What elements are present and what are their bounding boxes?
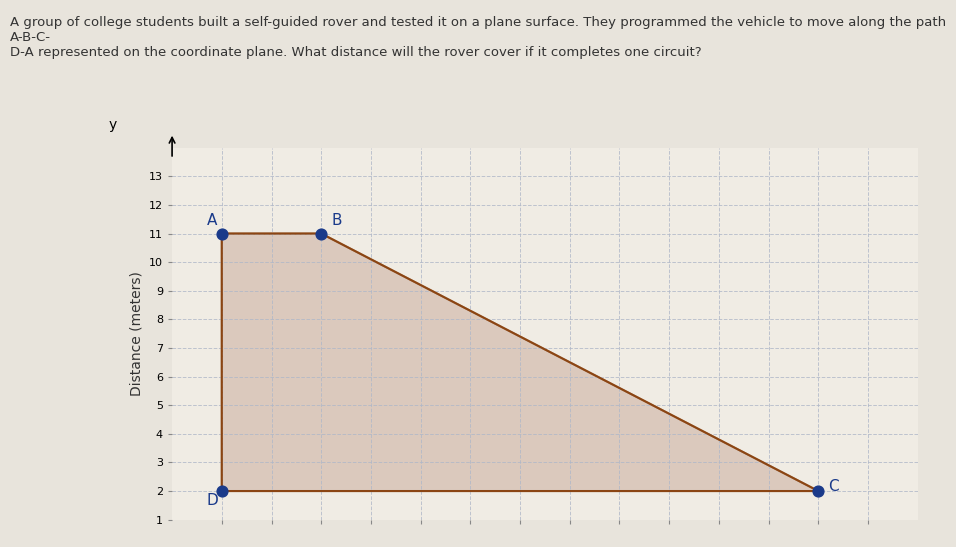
Text: A: A — [206, 213, 217, 228]
Text: y: y — [109, 118, 117, 132]
Point — [811, 487, 826, 496]
Point — [214, 487, 229, 496]
Text: A group of college students built a self-guided rover and tested it on a plane s: A group of college students built a self… — [10, 16, 945, 60]
Text: D: D — [206, 493, 219, 508]
Text: B: B — [331, 213, 341, 228]
Point — [314, 229, 329, 238]
Text: C: C — [828, 479, 839, 494]
Point — [214, 229, 229, 238]
Y-axis label: Distance (meters): Distance (meters) — [129, 271, 143, 396]
Polygon shape — [222, 234, 818, 491]
